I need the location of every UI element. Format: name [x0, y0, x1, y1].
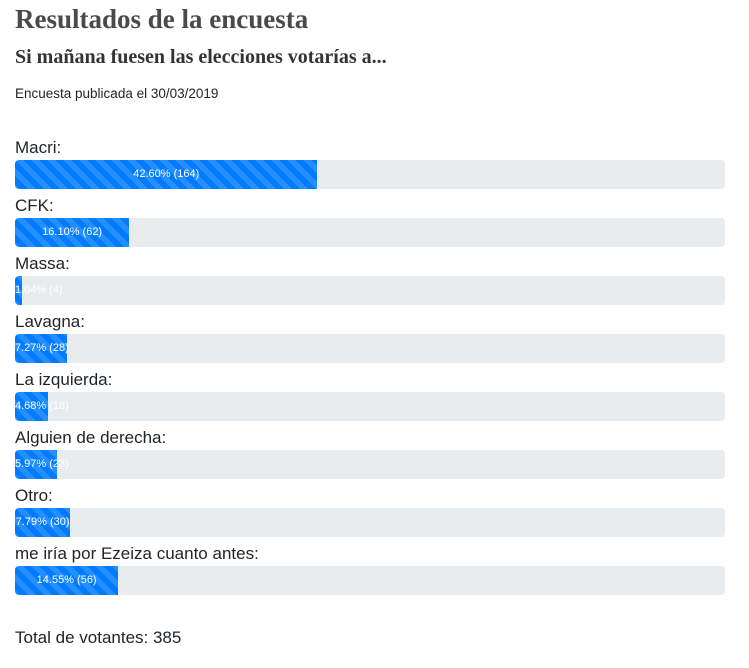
- result-item: me iría por Ezeiza cuanto antes: 14.55% (…: [15, 544, 725, 602]
- progress-bar: 7.79% (30): [15, 508, 71, 537]
- progress-track: 7.79% (30): [15, 508, 725, 537]
- result-item: CFK: 16.10% (62): [15, 196, 725, 254]
- progress-track: 16.10% (62): [15, 218, 725, 247]
- progress-track: 14.55% (56): [15, 566, 725, 595]
- result-item: Otro: 7.79% (30): [15, 486, 725, 544]
- progress-bar: 1.04% (4): [15, 276, 63, 305]
- result-item: Alguien de derecha: 5.97% (23): [15, 428, 725, 486]
- progress-track: 5.97% (23): [15, 450, 725, 479]
- result-label: Alguien de derecha:: [15, 428, 167, 447]
- progress-bar: 7.27% (28): [15, 334, 69, 363]
- result-item: La izquierda: 4.68% (18): [15, 370, 725, 428]
- result-label: Otro:: [15, 486, 53, 505]
- page-title: Resultados de la encuesta: [15, 4, 309, 34]
- progress-bar: 4.68% (18): [15, 392, 69, 421]
- progress-bar: 14.55% (56): [15, 566, 119, 595]
- result-item: Lavagna: 7.27% (28): [15, 312, 725, 370]
- result-label: me iría por Ezeiza cuanto antes:: [15, 544, 259, 563]
- results-list: Macri: 42.60% (164) CFK: 16.10% (62) Massa: 1…: [15, 138, 725, 602]
- result-label: Macri:: [15, 138, 62, 157]
- result-item: Massa: 1.04% (4): [15, 254, 725, 312]
- progress-track: 4.68% (18): [15, 392, 725, 421]
- published-date: Encuesta publicada el 30/03/2019: [15, 86, 219, 101]
- progress-track: 1.04% (4): [15, 276, 725, 305]
- progress-bar: 5.97% (23): [15, 450, 69, 479]
- result-label: CFK:: [15, 196, 54, 215]
- result-label: La izquierda:: [15, 370, 113, 389]
- progress-bar: 16.10% (62): [15, 218, 130, 247]
- progress-track: 42.60% (164): [15, 160, 725, 189]
- poll-question: Si mañana fuesen las elecciones votarías…: [15, 46, 387, 68]
- total-voters: Total de votantes: 385: [15, 628, 182, 647]
- progress-track: 7.27% (28): [15, 334, 725, 363]
- progress-bar: 42.60% (164): [15, 160, 318, 189]
- result-item: Macri: 42.60% (164): [15, 138, 725, 196]
- result-label: Massa:: [15, 254, 70, 273]
- result-label: Lavagna:: [15, 312, 85, 331]
